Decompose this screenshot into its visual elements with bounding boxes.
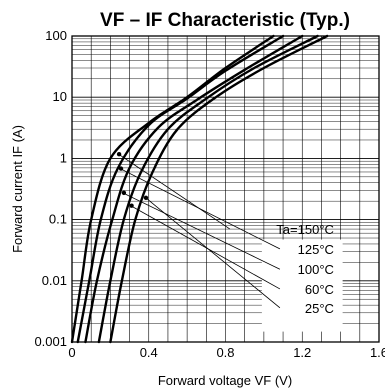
series-label-1: 125°C	[298, 242, 334, 257]
x-tick-label: 0.8	[216, 345, 234, 360]
y-tick-label: 0.1	[49, 212, 67, 227]
series-labels: Ta=150°C 125°C 100°C 60°C 25°C	[116, 151, 334, 316]
series-label-0: Ta=150°C	[276, 222, 334, 237]
series-line-1	[76, 34, 285, 344]
plot-frame	[71, 35, 380, 343]
y-tick-label: 10	[53, 89, 67, 104]
leader-line-2	[124, 193, 281, 270]
series-line-3	[97, 34, 319, 344]
y-tick-label: 100	[45, 28, 67, 43]
y-tick-label: 1	[60, 150, 67, 165]
leader-arrow-2	[121, 190, 127, 196]
x-tick-label: 0.4	[140, 345, 158, 360]
series-label-4: 25°C	[305, 301, 334, 316]
leader-line-1	[121, 169, 281, 250]
leader-arrow-3	[129, 203, 134, 208]
leader-line-4	[146, 198, 281, 309]
chart-title: VF – IF Characteristic (Typ.)	[100, 10, 350, 31]
y-tick-label: 0.01	[42, 273, 67, 288]
grid-lines	[72, 36, 379, 342]
y-tick-label: 0.001	[34, 334, 67, 349]
x-axis-label: Forward voltage VF (V)	[158, 373, 292, 388]
series-label-2: 100°C	[298, 262, 334, 277]
leader-arrow-0	[116, 151, 122, 157]
x-tick-label: 0	[68, 345, 75, 360]
label-panel	[261, 239, 343, 332]
y-axis-label: Forward current IF (A)	[10, 125, 25, 253]
series-line-0	[70, 34, 275, 344]
x-tick-label: 1.2	[293, 345, 311, 360]
x-tick-label: 1.6	[370, 345, 385, 360]
series-line-2	[84, 34, 304, 344]
leader-arrow-4	[143, 195, 149, 200]
leader-arrow-1	[118, 166, 124, 171]
series-curves	[70, 34, 329, 344]
series-line-4	[109, 34, 329, 344]
tick-labels: 0 0.4 0.8 1.2 1.6 0.001 0.01 0.1 1 10 100	[34, 28, 385, 360]
leader-line-0	[119, 154, 231, 230]
series-label-3: 60°C	[305, 282, 334, 297]
